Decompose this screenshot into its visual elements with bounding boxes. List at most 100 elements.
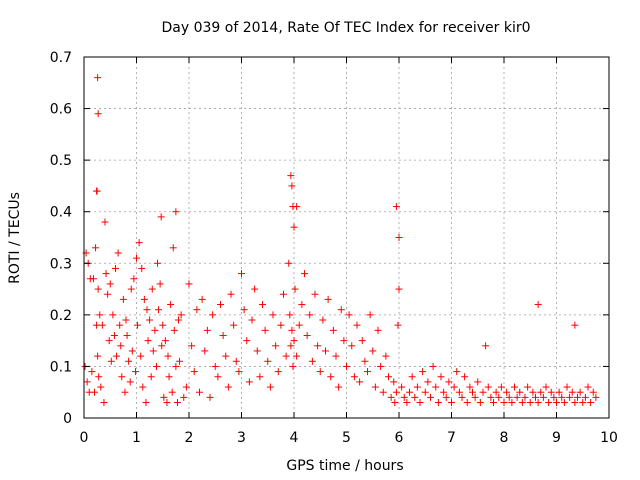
data-point	[413, 383, 421, 391]
data-point	[176, 357, 184, 365]
data-point	[180, 393, 188, 401]
data-point	[324, 295, 332, 303]
data-point	[113, 352, 121, 360]
data-point	[566, 393, 574, 401]
data-point	[125, 357, 133, 365]
y-axis-title: ROTI / TECUs	[7, 192, 23, 284]
data-point	[172, 362, 180, 370]
data-point	[94, 285, 102, 293]
data-point	[291, 285, 299, 293]
data-point	[109, 311, 117, 319]
data-point	[343, 362, 350, 370]
data-point	[159, 321, 167, 329]
data-point	[390, 378, 398, 386]
data-point	[217, 301, 224, 309]
data-point	[110, 331, 118, 339]
data-point	[497, 383, 505, 391]
x-tick-label: 5	[342, 430, 351, 446]
data-point	[369, 347, 377, 355]
data-point	[353, 321, 361, 329]
data-point	[490, 399, 497, 407]
data-point	[474, 378, 482, 386]
data-point	[482, 342, 490, 350]
data-point	[461, 373, 469, 381]
data-point	[146, 316, 154, 324]
data-point	[131, 368, 139, 376]
data-point	[385, 373, 392, 381]
data-point	[316, 368, 324, 376]
data-point	[568, 388, 576, 396]
data-point	[126, 378, 134, 386]
data-point	[94, 352, 102, 360]
data-point	[94, 110, 102, 118]
data-point	[432, 383, 440, 391]
data-point	[366, 311, 374, 319]
data-point	[222, 352, 230, 360]
data-point	[177, 311, 185, 319]
data-point	[445, 378, 453, 386]
data-point	[545, 399, 553, 407]
data-point	[340, 337, 348, 345]
data-point	[466, 383, 474, 391]
data-point	[211, 362, 219, 370]
data-point	[95, 373, 103, 381]
data-point	[238, 270, 245, 278]
data-point	[553, 399, 560, 407]
data-point	[529, 388, 537, 396]
data-point	[437, 373, 445, 381]
data-point	[400, 393, 408, 401]
data-point	[119, 295, 127, 303]
data-point	[106, 280, 114, 288]
data-point	[118, 373, 126, 381]
x-tick-label: 4	[290, 430, 299, 446]
data-point	[240, 306, 248, 314]
data-point	[513, 393, 521, 401]
data-point	[416, 399, 424, 407]
data-point	[277, 321, 285, 329]
data-point	[288, 326, 296, 334]
data-point	[516, 388, 524, 396]
data-point	[500, 399, 508, 407]
data-point	[419, 368, 427, 376]
data-point	[154, 259, 161, 267]
data-point	[96, 311, 104, 319]
data-point	[170, 326, 178, 334]
data-point	[463, 399, 471, 407]
data-point	[434, 399, 442, 407]
data-point	[395, 234, 403, 241]
data-point	[560, 399, 568, 407]
x-tick-label: 2	[185, 430, 194, 446]
data-point	[379, 388, 387, 396]
data-point	[592, 393, 600, 401]
data-point	[274, 368, 282, 376]
data-points	[81, 74, 600, 407]
data-point	[261, 326, 269, 334]
data-point	[160, 393, 168, 401]
data-point	[123, 331, 131, 339]
data-point	[537, 388, 545, 396]
data-point	[286, 311, 294, 319]
data-point	[371, 383, 379, 391]
data-point	[547, 388, 555, 396]
data-point	[224, 383, 232, 391]
y-tick-label: 0.7	[50, 50, 72, 66]
data-point	[269, 311, 277, 319]
y-tick-label: 0.5	[50, 153, 72, 169]
data-point	[455, 388, 463, 396]
data-point	[190, 368, 198, 376]
data-point	[149, 347, 157, 355]
data-point	[214, 373, 222, 381]
data-point	[387, 393, 395, 401]
data-point	[550, 393, 558, 401]
data-point	[581, 393, 589, 401]
data-point	[558, 393, 566, 401]
data-point	[157, 213, 165, 221]
data-point	[130, 275, 138, 283]
data-point	[285, 259, 293, 267]
data-point	[579, 399, 587, 407]
data-point	[492, 388, 500, 396]
x-tick-label: 7	[447, 430, 456, 446]
data-point	[235, 368, 243, 376]
data-point	[576, 388, 584, 396]
data-point	[156, 280, 164, 288]
